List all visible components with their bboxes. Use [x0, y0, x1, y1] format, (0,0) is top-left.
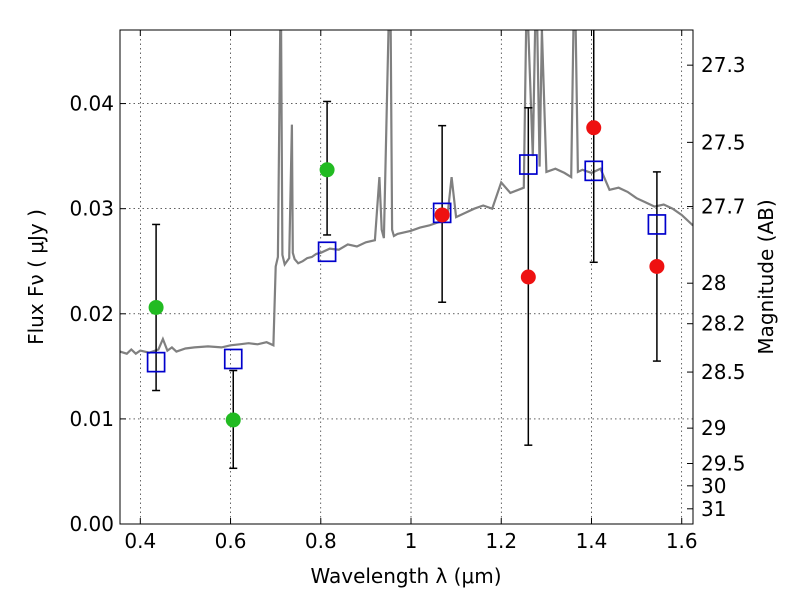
red-observed-point [434, 207, 450, 223]
error-bars [152, 30, 661, 470]
y2-tick-label: 29 [701, 416, 726, 440]
red-observed-point [649, 258, 665, 274]
y2-tick-label: 27.3 [701, 53, 746, 77]
model-box-marker [518, 154, 538, 175]
y-tick-label: 0.03 [69, 197, 114, 221]
y-tick-label: 0.00 [69, 512, 114, 536]
y-axis-label: Flux Fν ( μJy ) [24, 209, 48, 345]
data-markers [146, 120, 667, 428]
grid-lines [120, 30, 693, 524]
y2-tick-label: 27.5 [701, 130, 746, 154]
model-box-marker [647, 214, 667, 235]
model-spectrum-line [120, 30, 693, 356]
y-tick-label: 0.04 [69, 92, 114, 116]
model-spectrum-layer [120, 30, 693, 356]
model-box-marker [223, 348, 243, 370]
y-tick-label: 0.02 [69, 302, 114, 326]
y2-tick-label: 31 [701, 497, 726, 521]
green-observed-point [148, 299, 164, 315]
red-observed-point [520, 269, 536, 285]
x-tick-label: 1.2 [485, 529, 517, 553]
green-observed-point [225, 412, 241, 428]
y2-tick-label: 28.2 [701, 312, 746, 336]
y2-tick-label: 29.5 [701, 452, 746, 476]
model-box-marker [146, 351, 166, 373]
plot-frame [119, 29, 694, 525]
green-observed-point [319, 162, 335, 178]
x-tick-label: 0.8 [305, 529, 337, 553]
y2-tick-label: 28.5 [701, 360, 746, 384]
y2-tick-label: 27.7 [701, 195, 746, 219]
x-tick-label: 0.6 [215, 529, 247, 553]
x-axis-ticks: 0.4 0.6 0.8 1 1.2 1.4 1.6 [124, 30, 698, 553]
y2-tick-label: 30 [701, 474, 726, 498]
x-tick-label: 1.6 [666, 529, 698, 553]
x-tick-label: 1 [405, 529, 418, 553]
x-tick-label: 1.4 [576, 529, 608, 553]
y2-tick-label: 28 [701, 271, 726, 295]
y-axis-ticks: 0.00 0.01 0.02 0.03 0.04 [69, 92, 126, 536]
model-box-marker [584, 160, 604, 182]
x-axis-label: Wavelength λ (μm) [310, 564, 501, 588]
y2-axis-label: Magnitude (AB) [754, 199, 778, 354]
red-observed-point [586, 120, 602, 136]
model-box-marker [317, 241, 337, 263]
y-tick-label: 0.01 [69, 407, 114, 431]
x-tick-label: 0.4 [124, 529, 156, 553]
